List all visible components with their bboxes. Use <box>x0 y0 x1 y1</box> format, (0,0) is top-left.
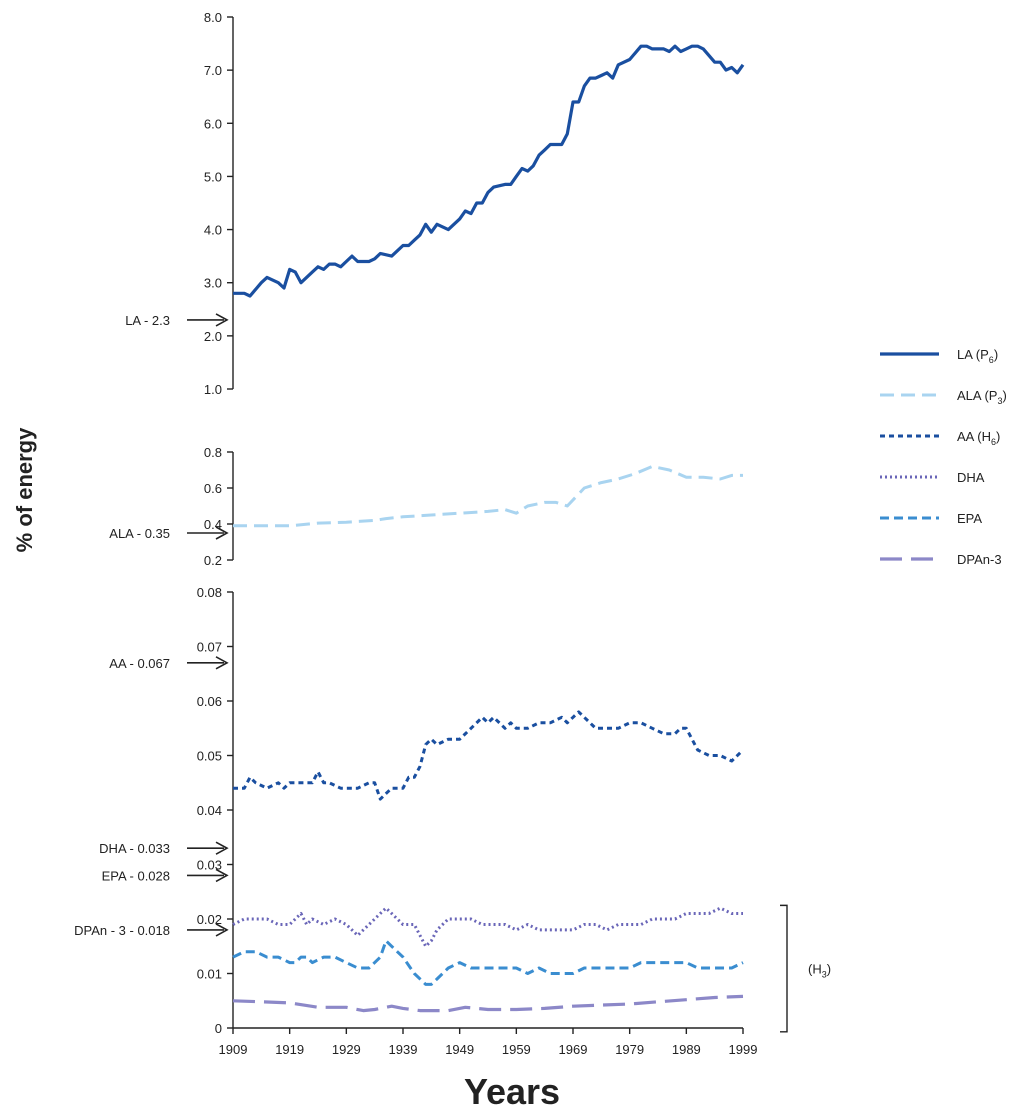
y-tick-label: 1.0 <box>204 382 222 397</box>
x-tick-label: 1909 <box>219 1042 248 1057</box>
legend-label-dpan-3: DPAn-3 <box>957 552 1002 567</box>
series-epa-line <box>232 939 744 986</box>
y-tick-label: 6.0 <box>204 116 222 131</box>
y-tick-label: 0.08 <box>197 585 222 600</box>
y-tick-label: 2.0 <box>204 329 222 344</box>
y-tick-label: 3.0 <box>204 276 222 291</box>
x-tick-label: 1979 <box>615 1042 644 1057</box>
legend-label-dha: DHA <box>957 470 985 485</box>
y-tick-label: 8.0 <box>204 10 222 25</box>
y-tick-label: 0 <box>215 1021 222 1036</box>
y-tick-label: 0.01 <box>197 967 222 982</box>
y-tick-label: 0.8 <box>204 445 222 460</box>
legend-label-la: LA (P6) <box>957 347 998 365</box>
reference-3-1-arrow-head <box>215 841 229 855</box>
reference-3-2-label: EPA - 0.028 <box>102 868 170 883</box>
legend: LA (P6) ALA (P3) AA (H6) DHA EPA DPAn-3 <box>880 347 1007 567</box>
panel-3: 0 0.01 0.02 0.03 0.04 0.05 0.06 0.07 0.08 AA - 0.… <box>74 585 831 1036</box>
h3-bracket <box>780 904 788 1033</box>
y-tick-label: 7.0 <box>204 63 222 78</box>
series-aa-line <box>233 710 745 801</box>
reference-1-0-arrow-head <box>215 313 229 327</box>
x-tick-label: 1989 <box>672 1042 701 1057</box>
legend-label-aa: AA (H6) <box>957 429 1000 447</box>
x-tick-label: 1999 <box>729 1042 758 1057</box>
reference-3-3-label: DPAn - 3 - 0.018 <box>74 923 170 938</box>
y-tick-label: 0.02 <box>197 912 222 927</box>
y-tick-label: 0.4 <box>204 517 222 532</box>
y-tick-label: 0.05 <box>197 749 222 764</box>
y-tick-label: 0.04 <box>197 803 222 818</box>
reference-3-3-arrow-head <box>215 923 229 937</box>
y-tick-label: 0.2 <box>204 553 222 568</box>
x-tick-label: 1919 <box>275 1042 304 1057</box>
panel-1: 1.0 2.0 3.0 4.0 5.0 6.0 7.0 8.0 LA - 2.3 <box>125 10 745 397</box>
series-dha-line <box>232 906 743 948</box>
panel-2: 0.2 0.4 0.6 0.8 ALA - 0.35 <box>109 445 743 568</box>
y-tick-label: 5.0 <box>204 169 222 184</box>
x-axis-label: Years <box>464 1071 560 1112</box>
series-la-line <box>233 44 745 298</box>
legend-label-ala: ALA (P3) <box>957 388 1007 406</box>
x-tick-label: 1959 <box>502 1042 531 1057</box>
reference-2-0-arrow-head <box>215 526 229 540</box>
reference-3-1-label: DHA - 0.033 <box>99 841 170 856</box>
y-tick-label: 0.07 <box>197 640 222 655</box>
y-axis-label: % of energy <box>12 427 37 552</box>
y-tick-label: 0.03 <box>197 858 222 873</box>
h3-bracket-label: (H3) <box>808 962 831 980</box>
y-tick-label: 0.06 <box>197 694 222 709</box>
chart-panels: 1.02.03.04.05.06.07.08.0LA - 2.30.20.40.… <box>74 10 831 1036</box>
y-tick-label: 4.0 <box>204 223 222 238</box>
x-tick-label: 1969 <box>559 1042 588 1057</box>
legend-label-epa: EPA <box>957 511 982 526</box>
x-tick-label: 1939 <box>389 1042 418 1057</box>
reference-3-2-arrow-head <box>215 868 229 883</box>
x-tick-label: 1949 <box>445 1042 474 1057</box>
y-tick-label: 0.6 <box>204 481 222 496</box>
reference-2-0-label: ALA - 0.35 <box>109 526 170 541</box>
series-ala-line <box>233 464 743 528</box>
reference-1-0-label: LA - 2.3 <box>125 313 170 328</box>
reference-3-0-label: AA - 0.067 <box>109 656 170 671</box>
x-tick-label: 1929 <box>332 1042 361 1057</box>
series-dpan-3-line <box>232 994 744 1013</box>
reference-3-0-arrow-head <box>215 656 229 670</box>
x-axis: 1909 1919 1929 1939 1949 1959 1969 1979 1989 1999 <box>219 1027 758 1057</box>
